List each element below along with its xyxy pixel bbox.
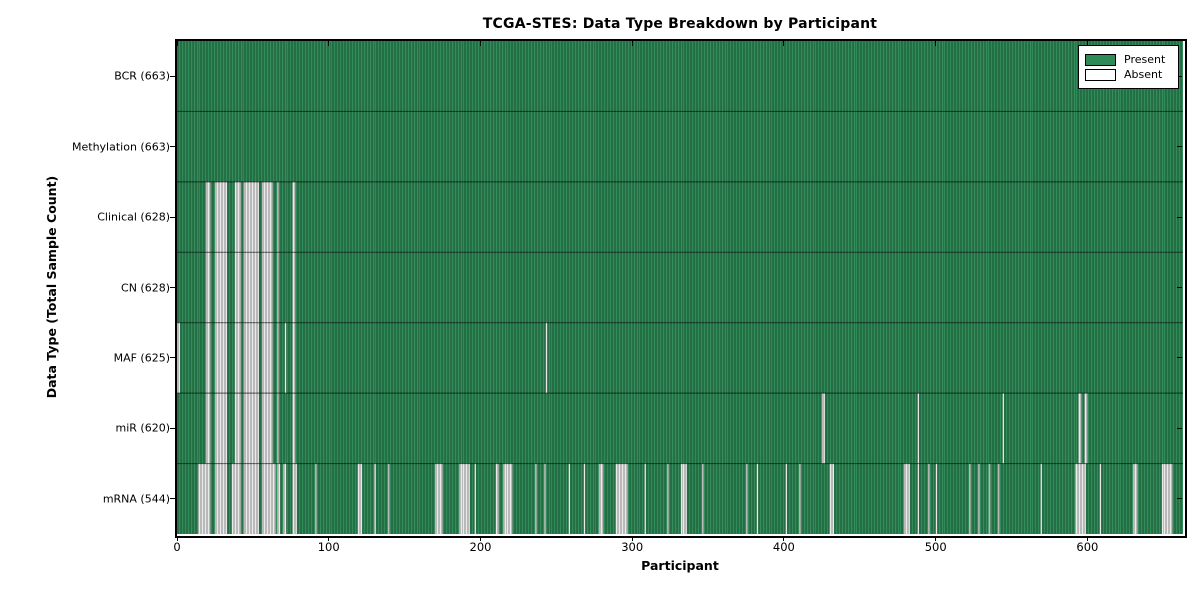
- bar-edge-texture: [177, 41, 1183, 534]
- chart-title: TCGA-STES: Data Type Breakdown by Partic…: [482, 16, 878, 32]
- x-axis-label: Participant: [641, 558, 719, 573]
- y-tick-label-miR: miR (620): [115, 421, 171, 435]
- x-tick-label-400: 400: [772, 540, 795, 554]
- legend-item-present: Present: [1085, 53, 1171, 66]
- absent-swatch-icon: [1085, 68, 1116, 81]
- legend-present-label: Present: [1124, 53, 1166, 66]
- legend-item-absent: Absent: [1085, 68, 1171, 81]
- presence-matrix: [177, 41, 1183, 534]
- x-tick-label-0: 0: [173, 540, 181, 554]
- x-tick-label-500: 500: [924, 540, 947, 554]
- x-tick-label-600: 600: [1076, 540, 1099, 554]
- y-tick-label-BCR: BCR (663): [114, 69, 170, 83]
- legend-absent-label: Absent: [1124, 68, 1163, 81]
- legend: Present Absent: [1078, 45, 1179, 89]
- x-tick-label-200: 200: [469, 540, 492, 554]
- y-tick-label-MAF: MAF (625): [113, 351, 170, 365]
- y-tick-label-Clinical: Clinical (628): [97, 210, 170, 224]
- y-tick-label-Methylation: Methylation (663): [72, 140, 170, 154]
- plot-area: [177, 41, 1183, 534]
- y-tick-label-mRNA: mRNA (544): [102, 492, 170, 506]
- present-swatch-icon: [1085, 53, 1116, 66]
- x-tick-label-300: 300: [621, 540, 644, 554]
- x-tick-label-100: 100: [317, 540, 340, 554]
- y-axis-label: Data Type (Total Sample Count): [44, 175, 59, 399]
- y-tick-label-CN: CN (628): [121, 281, 170, 294]
